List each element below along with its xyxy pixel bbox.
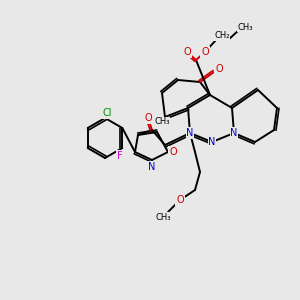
- Text: F: F: [116, 151, 122, 161]
- Text: N: N: [230, 128, 238, 138]
- Text: O: O: [169, 147, 177, 157]
- Text: N: N: [148, 162, 156, 172]
- Text: O: O: [144, 113, 152, 123]
- Text: O: O: [176, 195, 184, 205]
- Text: Cl: Cl: [102, 108, 112, 118]
- Text: CH₃: CH₃: [154, 118, 170, 127]
- Text: O: O: [215, 64, 223, 74]
- Text: N: N: [208, 137, 216, 147]
- Text: CH₂: CH₂: [214, 32, 230, 40]
- Text: CH₃: CH₃: [237, 22, 253, 32]
- Text: CH₃: CH₃: [155, 212, 171, 221]
- Text: O: O: [183, 47, 191, 57]
- Text: O: O: [201, 47, 209, 57]
- Text: N: N: [186, 128, 194, 138]
